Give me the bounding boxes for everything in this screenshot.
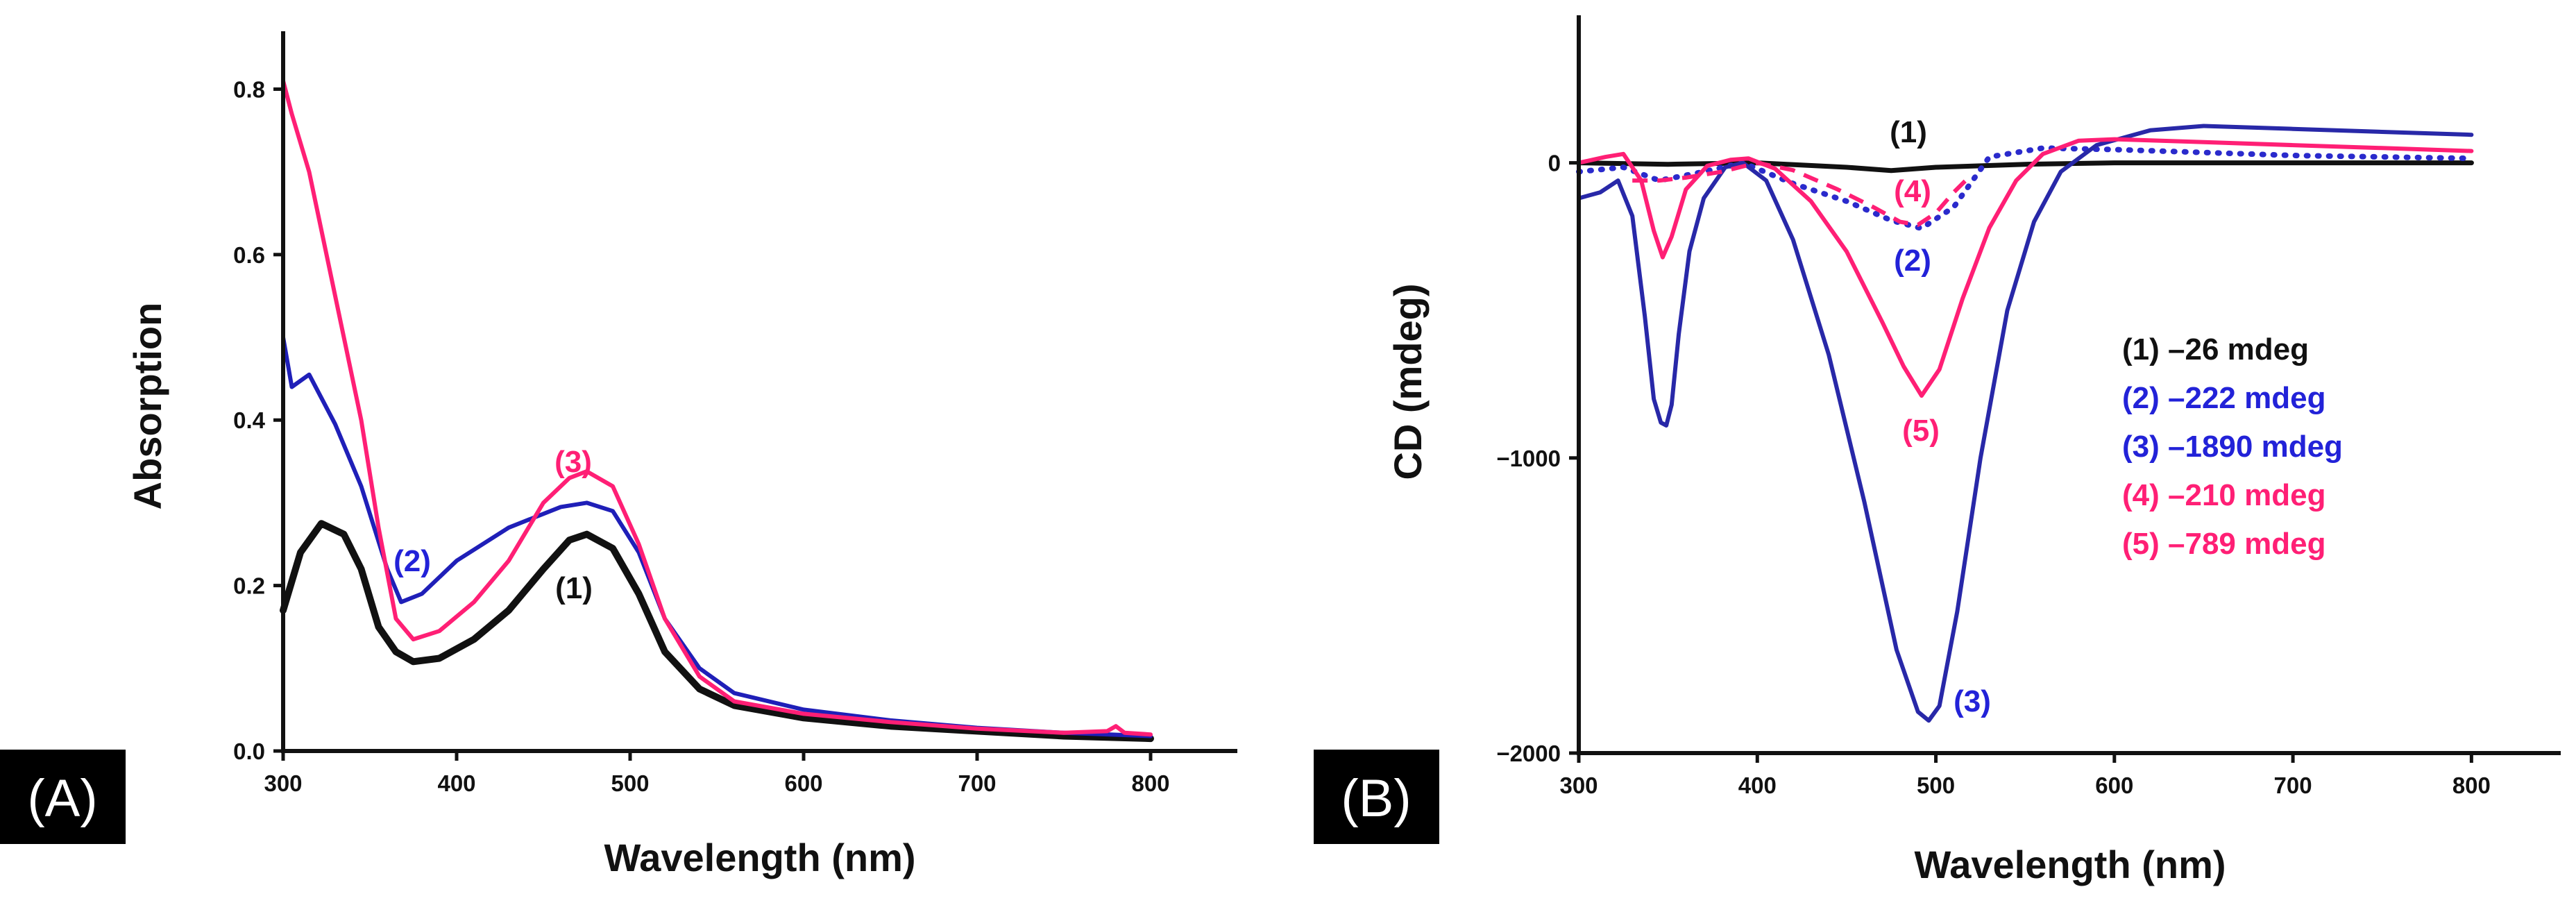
panel-b-curve-label-4: (4): [1894, 174, 1931, 208]
panel-b-curve-label-5: (5): [1902, 414, 1940, 448]
panel-b-x-tick-label-5: 800: [2452, 773, 2491, 798]
panel-b-legend-item-1: (1) –26 mdeg: [2122, 332, 2309, 366]
panel-b-x-tick-label-2: 500: [1917, 773, 1955, 798]
panel-a-y-tick-label-0: 0.0: [233, 739, 265, 764]
panel-b-tag-background: [1314, 750, 1439, 844]
panel-b-tag: (B): [1314, 750, 1439, 844]
panel-a-x-tick-label-2: 500: [611, 770, 649, 796]
panel-b-x-axis-title: Wavelength (nm): [1914, 843, 2226, 886]
panel-b-series-layer: [1576, 124, 2475, 723]
panel-b-y-tick-label-0: 0: [1548, 151, 1561, 176]
panel-a-curve-label-3: (3): [554, 445, 592, 479]
panel-a-y-ticks: 0.0 0.2 0.4 0.6 0.8: [233, 76, 283, 764]
panel-a-y-tick-label-2: 0.4: [233, 407, 266, 433]
panel-b-legend-item-3: (3) –1890 mdeg: [2122, 430, 2343, 464]
panel-b-curve-label-2: (2): [1894, 244, 1931, 278]
panel-a-x-axis-title: Wavelength (nm): [604, 836, 915, 879]
panel-b-cd-chart: 0 −1000 −2000 300 400 500 600 700 800 Wavelengt…: [1314, 15, 2561, 886]
panel-b-x-tick-label-1: 400: [1738, 773, 1777, 798]
panel-a-y-tick-label-1: 0.2: [233, 573, 265, 599]
panel-b-legend: (1) –26 mdeg (2) –222 mdeg (3) –1890 mdeg (…: [2122, 332, 2343, 561]
panel-a-series-1-line: [280, 520, 1154, 743]
panel-a-series-2-line: [281, 335, 1153, 739]
panel-b-x-ticks: 300 400 500 600 700 800: [1559, 753, 2491, 798]
panel-a-series-layer: [280, 78, 1154, 743]
panel-a-x-tick-label-1: 400: [437, 770, 475, 796]
panel-b-series-3-line: [1577, 124, 2474, 723]
panel-b-legend-item-4: (4) –210 mdeg: [2122, 478, 2325, 512]
panel-b-y-axis-title: CD (mdeg): [1386, 283, 1430, 480]
panel-a-x-tick-label-5: 800: [1131, 770, 1169, 796]
panel-b-tag-label: (B): [1341, 769, 1411, 828]
panel-b-curve-label-3: (3): [1954, 684, 1991, 718]
panel-b-x-tick-label-0: 300: [1559, 773, 1598, 798]
panel-a-tag-background: [0, 750, 126, 844]
panel-a-x-ticks: 300 400 500 600 700 800: [264, 751, 1170, 796]
panel-b-legend-item-2: (2) –222 mdeg: [2122, 381, 2325, 415]
panel-a-y-tick-label-4: 0.8: [233, 76, 265, 102]
panel-b-y-tick-label-2: −2000: [1496, 741, 1561, 766]
panel-a-x-tick-label-0: 300: [264, 770, 302, 796]
panel-b-x-tick-label-4: 700: [2274, 773, 2312, 798]
panel-a-series-3-line: [281, 78, 1153, 737]
panel-a-tag: (A): [0, 750, 126, 844]
panel-a-y-tick-label-3: 0.6: [233, 242, 265, 268]
panel-b-y-tick-label-1: −1000: [1496, 446, 1561, 471]
panel-b-x-tick-label-3: 600: [2095, 773, 2133, 798]
panel-b-series-5-line: [1577, 137, 2474, 398]
panel-a-curve-label-1: (1): [555, 571, 593, 605]
panel-b-legend-item-5: (5) –789 mdeg: [2122, 527, 2325, 561]
panel-b-curve-label-1: (1): [1890, 115, 1927, 149]
panel-a-curve-label-2: (2): [393, 544, 431, 578]
panel-a-absorption-chart: 0.0 0.2 0.4 0.6 0.8 300 400 500 600 700 800 Wavel…: [0, 31, 1237, 879]
panel-b-series-4-line: [1632, 160, 1974, 227]
panel-b-y-ticks: 0 −1000 −2000: [1496, 151, 1579, 766]
panel-a-x-tick-label-3: 600: [784, 770, 822, 796]
panel-a-y-axis-title: Absorption: [126, 303, 169, 510]
panel-a-x-tick-label-4: 700: [958, 770, 996, 796]
panel-a-tag-label: (A): [27, 769, 97, 828]
